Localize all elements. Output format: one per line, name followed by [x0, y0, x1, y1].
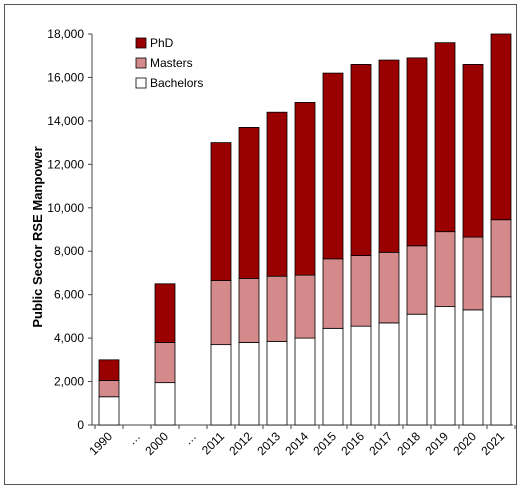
bar-bachelors-2011 — [210, 344, 232, 426]
bar-phd-2018 — [406, 57, 428, 247]
bar-phd-1990 — [98, 359, 120, 381]
bar-masters-2019 — [434, 231, 456, 308]
y-axis-title: Public Sector RSE Manpower — [30, 146, 45, 327]
y-tick-label: 8,000 — [54, 244, 84, 258]
legend-swatch-masters — [135, 57, 147, 69]
y-tick-label: 16,000 — [47, 70, 84, 84]
bar-bachelors-2000 — [154, 382, 176, 426]
bar-masters-2013 — [266, 275, 288, 342]
bar-phd-2013 — [266, 111, 288, 277]
bar-phd-2020 — [462, 64, 484, 238]
x-tick-label: 2016 — [338, 429, 367, 458]
x-tick-label: 2020 — [450, 429, 479, 458]
y-tick-label: 2,000 — [54, 375, 84, 389]
legend-swatch-phd — [135, 37, 147, 49]
bar-phd-2015 — [322, 72, 344, 260]
bars — [98, 33, 512, 426]
x-tick-label: … — [181, 429, 199, 447]
bar-bachelors-2014 — [294, 337, 316, 426]
y-tick-label: 6,000 — [54, 288, 84, 302]
bar-masters-2017 — [378, 251, 400, 324]
bar-bachelors-2017 — [378, 322, 400, 426]
bar-masters-2011 — [210, 280, 232, 346]
y-tick-label: 0 — [77, 418, 84, 432]
y-tick-label: 18,000 — [47, 27, 84, 41]
x-tick-label: 2021 — [478, 429, 507, 458]
bar-phd-2017 — [378, 59, 400, 253]
x-tick-label: 2014 — [282, 429, 311, 458]
bar-masters-1990 — [98, 380, 120, 398]
bar-masters-2015 — [322, 258, 344, 329]
x-tick-label: 2015 — [310, 429, 339, 458]
bar-bachelors-2018 — [406, 313, 428, 426]
bar-masters-2014 — [294, 274, 316, 339]
bar-masters-2021 — [490, 219, 512, 298]
y-tick-label: 10,000 — [47, 201, 84, 215]
legend-label-masters: Masters — [150, 56, 193, 70]
bar-phd-2019 — [434, 42, 456, 233]
bar-bachelors-2016 — [350, 325, 372, 426]
y-tick-label: 14,000 — [47, 114, 84, 128]
bar-bachelors-2021 — [490, 296, 512, 426]
bar-masters-2016 — [350, 255, 372, 327]
legend-label-bachelors: Bachelors — [150, 76, 203, 90]
x-tick-label: 1990 — [86, 429, 115, 458]
x-tick-label: 2013 — [254, 429, 283, 458]
legend-label-phd: PhD — [150, 36, 174, 50]
x-tick-label: 2019 — [422, 429, 451, 458]
x-tick-label: 2000 — [142, 429, 171, 458]
bar-bachelors-2019 — [434, 306, 456, 426]
y-tick-label: 12,000 — [47, 157, 84, 171]
bar-masters-2012 — [238, 277, 260, 343]
bar-phd-2011 — [210, 142, 232, 281]
bar-bachelors-2020 — [462, 309, 484, 426]
x-tick-label: 2012 — [226, 429, 255, 458]
bar-bachelors-2012 — [238, 342, 260, 426]
bar-phd-2016 — [350, 64, 372, 256]
bar-bachelors-2013 — [266, 340, 288, 426]
bar-masters-2000 — [154, 342, 176, 384]
x-tick-label: 2011 — [199, 429, 227, 457]
y-tick-label: 4,000 — [54, 331, 84, 345]
bar-bachelors-2015 — [322, 327, 344, 426]
legend-swatch-bachelors — [135, 77, 147, 89]
bar-phd-2021 — [490, 33, 512, 221]
bar-phd-2000 — [154, 283, 176, 343]
chart-frame — [4, 4, 517, 485]
legend: PhD Masters Bachelors — [135, 36, 203, 90]
bar-phd-2012 — [238, 127, 260, 279]
x-tick-label: … — [125, 429, 143, 447]
bar-phd-2014 — [294, 102, 316, 276]
bar-bachelors-1990 — [98, 396, 120, 426]
bar-masters-2018 — [406, 245, 428, 315]
x-tick-label: 2018 — [394, 429, 423, 458]
bar-masters-2020 — [462, 236, 484, 311]
x-tick-label: 2017 — [366, 429, 395, 458]
